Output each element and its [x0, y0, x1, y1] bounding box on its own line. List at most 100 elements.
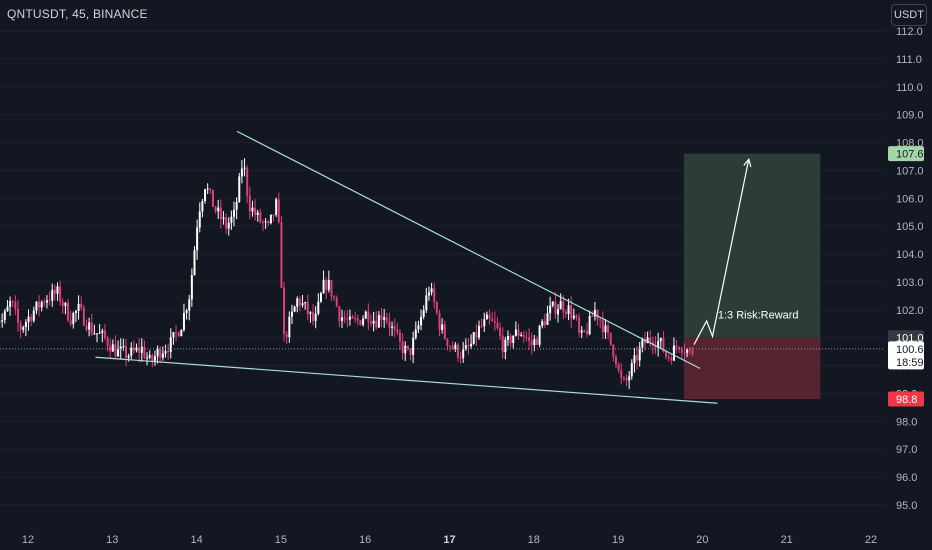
candle-body — [82, 307, 85, 326]
candle-body — [67, 302, 70, 321]
currency-unit-button[interactable]: USDT — [891, 4, 927, 26]
x-tick-label: 14 — [190, 534, 202, 546]
candle-body — [61, 302, 64, 307]
x-tick-label: 21 — [781, 534, 793, 546]
candle-body — [451, 345, 454, 349]
candle-body — [554, 301, 557, 315]
candle-body — [638, 347, 641, 361]
candle-body — [564, 311, 567, 314]
candle-body — [280, 222, 283, 288]
candle-body — [520, 334, 523, 336]
candle-body — [567, 305, 570, 314]
candle-body — [475, 332, 478, 338]
resistance-trendline[interactable] — [236, 130, 701, 369]
candle-body — [625, 378, 628, 381]
candle-body — [238, 176, 241, 203]
target-zone-group — [683, 153, 821, 400]
candle-body — [427, 292, 430, 296]
target-price-label: 107.6 — [896, 149, 924, 161]
candle-body — [512, 335, 515, 344]
candle-body — [248, 195, 251, 212]
candle-body — [146, 357, 149, 359]
x-tick-label: 12 — [22, 534, 34, 546]
symbol-title[interactable]: QNTUSDT, 45, BINANCE — [7, 7, 148, 21]
candle-body — [0, 321, 1, 323]
y-tick-label: 111.0 — [896, 54, 922, 66]
candle-body — [504, 339, 507, 352]
candle-body — [156, 349, 159, 357]
y-tick-label: 96.0 — [896, 472, 917, 484]
y-tick-label: 102.0 — [896, 305, 924, 317]
candle-body — [546, 313, 549, 325]
candle-body — [662, 337, 665, 352]
candle-body — [607, 325, 610, 333]
candle-body — [614, 356, 617, 365]
x-tick-label: 19 — [612, 534, 624, 546]
risk-reward-label: 1:3 Risk:Reward — [718, 310, 799, 322]
x-tick-label: 16 — [359, 534, 371, 546]
candle-body — [40, 301, 43, 308]
candle-body — [30, 316, 33, 321]
candle-body — [330, 280, 333, 297]
candle-body — [188, 299, 191, 311]
candle-body — [578, 317, 581, 333]
candle-body — [335, 297, 338, 307]
support-trendline[interactable] — [95, 356, 718, 404]
candle-body — [201, 201, 204, 212]
candle-body — [338, 306, 341, 321]
candle-body — [298, 298, 301, 306]
candle-body — [551, 301, 554, 306]
candle-body — [85, 325, 88, 330]
candle-body — [106, 337, 109, 347]
candle-body — [98, 332, 101, 334]
x-tick-label: 17 — [443, 534, 455, 546]
candle-body — [472, 332, 475, 344]
candle-body — [11, 301, 14, 303]
candle-body — [167, 351, 170, 353]
countdown-label: 18:59 — [896, 357, 924, 369]
candle-body — [630, 363, 633, 377]
candle-body — [22, 327, 25, 330]
candle-body — [501, 335, 504, 352]
y-tick-label: 105.0 — [896, 221, 924, 233]
candle-body — [683, 352, 686, 354]
candle-body — [267, 221, 270, 224]
x-tick-label: 15 — [275, 534, 287, 546]
candle-body — [583, 330, 586, 332]
candle-body — [172, 332, 175, 338]
candle-body — [264, 221, 267, 223]
candle-body — [132, 347, 135, 351]
candle-body — [572, 315, 575, 319]
candle-body — [217, 207, 220, 212]
candle-body — [404, 345, 407, 354]
candles — [0, 158, 694, 389]
candle-body — [254, 207, 257, 216]
candle-body — [691, 350, 694, 355]
y-tick-label: 98.0 — [896, 416, 917, 428]
candle-body — [290, 311, 293, 317]
candle-body — [93, 333, 96, 335]
candle-body — [443, 324, 446, 339]
y-tick-label: 106.0 — [896, 193, 924, 205]
x-tick-label: 22 — [865, 534, 877, 546]
candle-body — [391, 326, 394, 328]
candle-body — [441, 324, 444, 330]
candle-body — [32, 310, 35, 321]
candle-body — [312, 312, 315, 322]
x-tick-label: 18 — [528, 534, 540, 546]
candle-body — [64, 302, 67, 307]
annotations: 1:3 Risk:Reward — [693, 157, 799, 345]
candle-body — [135, 347, 138, 351]
candle-body — [599, 319, 602, 321]
candle-body — [633, 355, 636, 364]
candle-body — [322, 279, 325, 294]
candle-body — [393, 326, 396, 330]
candle-body — [680, 349, 683, 353]
candle-body — [72, 313, 75, 325]
candle-body — [612, 344, 615, 357]
target-price-label-bg — [888, 146, 924, 162]
candle-body — [211, 189, 214, 207]
candle-body — [277, 199, 280, 223]
